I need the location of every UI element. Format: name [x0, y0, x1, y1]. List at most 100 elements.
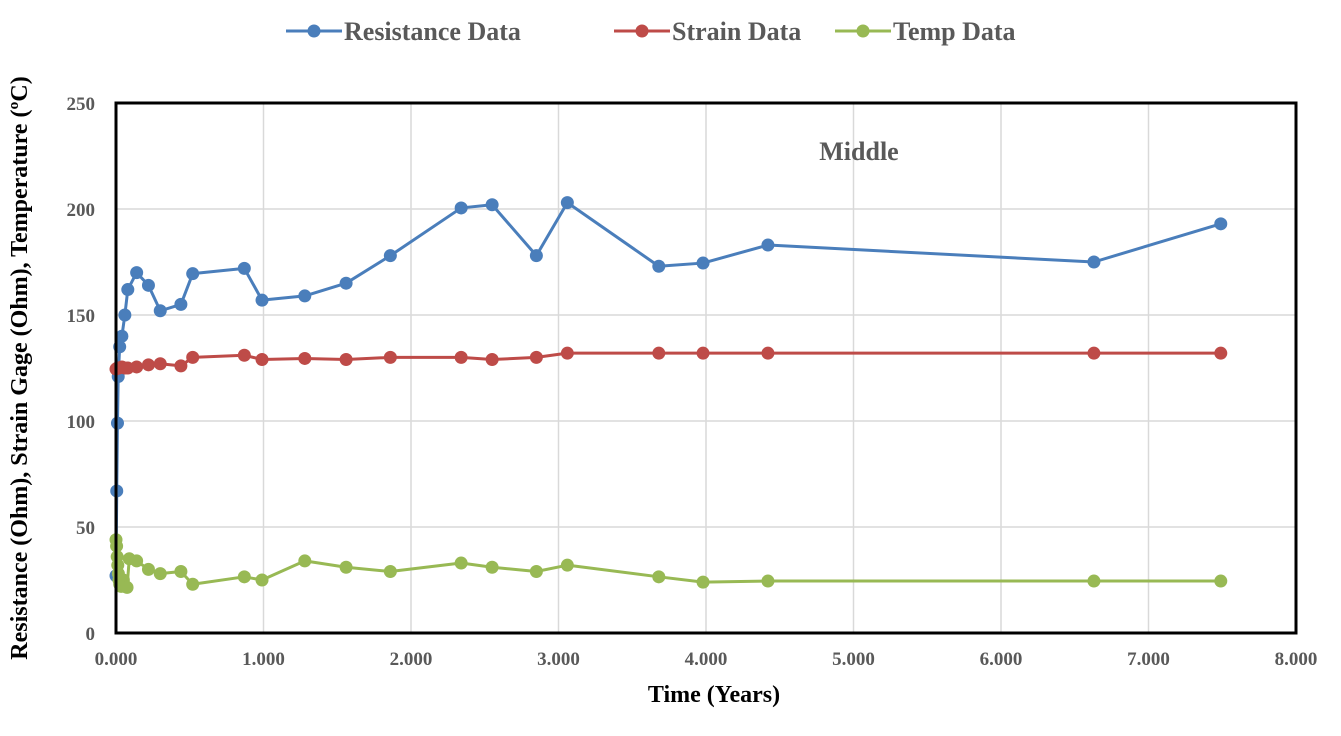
data-point — [485, 560, 499, 574]
data-point — [130, 360, 144, 374]
data-point — [560, 196, 574, 210]
series-strain-data — [109, 346, 1228, 376]
series-line — [114, 201, 1222, 576]
data-point — [652, 259, 666, 273]
data-point — [560, 346, 574, 360]
y-axis-ticks: 0 50 100 150 200 250 — [67, 94, 96, 645]
data-point — [339, 353, 353, 367]
data-point — [298, 289, 312, 303]
x-axis-ticks: 0.000 1.000 2.000 3.000 4.000 5.000 6.000 7.000… — [95, 649, 1318, 670]
data-point — [560, 558, 574, 572]
x-tick-label: 7.000 — [1127, 649, 1170, 670]
y-tick-label: 50 — [76, 518, 95, 539]
data-point — [383, 565, 397, 579]
series-temp-data — [109, 533, 1228, 594]
data-point — [529, 249, 543, 263]
data-point — [529, 350, 543, 364]
data-point — [1087, 346, 1101, 360]
data-point — [1087, 574, 1101, 588]
data-point — [454, 201, 468, 215]
data-point — [339, 276, 353, 290]
data-point — [454, 350, 468, 364]
legend: Resistance Data Strain Data Temp Data — [286, 17, 1016, 46]
data-point — [1214, 217, 1228, 231]
data-point — [153, 304, 167, 318]
data-point — [237, 348, 251, 362]
data-point — [298, 351, 312, 365]
x-tick-label: 8.000 — [1275, 649, 1318, 670]
legend-entry: Strain Data — [614, 17, 801, 46]
legend-swatch-marker — [635, 24, 649, 38]
data-point — [761, 346, 775, 360]
series-resistance-data — [109, 196, 1228, 583]
x-tick-label: 1.000 — [242, 649, 285, 670]
data-point — [696, 256, 710, 270]
chart-annotation: Middle — [819, 137, 898, 166]
data-point — [153, 357, 167, 371]
data-point — [115, 329, 129, 343]
data-point — [1214, 574, 1228, 588]
data-point — [120, 580, 134, 594]
y-axis-title: Resistance (Ohm), Strain Gage (Ohm), Tem… — [7, 76, 33, 659]
data-point — [485, 353, 499, 367]
data-point — [130, 266, 144, 280]
y-tick-label: 250 — [67, 94, 96, 115]
data-point — [186, 267, 200, 281]
legend-entry: Temp Data — [835, 17, 1016, 46]
data-point — [121, 283, 135, 297]
y-tick-label: 0 — [86, 624, 96, 645]
data-point — [186, 577, 200, 591]
data-point — [118, 308, 132, 322]
data-point — [383, 249, 397, 263]
x-tick-label: 3.000 — [537, 649, 580, 670]
data-point — [696, 575, 710, 589]
data-point — [529, 565, 543, 579]
data-point — [174, 565, 188, 579]
data-point — [485, 198, 499, 212]
data-point — [383, 350, 397, 364]
legend-label: Strain Data — [672, 17, 801, 46]
data-point — [339, 560, 353, 574]
data-point — [761, 238, 775, 252]
gridlines — [115, 102, 1297, 634]
data-point — [141, 278, 155, 292]
series-line — [115, 351, 1221, 371]
data-point — [237, 261, 251, 275]
x-tick-label: 6.000 — [980, 649, 1023, 670]
data-point — [255, 293, 269, 307]
series-layer — [109, 196, 1228, 594]
data-point — [454, 556, 468, 570]
y-tick-label: 200 — [67, 200, 96, 221]
legend-label: Resistance Data — [344, 17, 521, 46]
legend-entry: Resistance Data — [286, 17, 521, 46]
legend-swatch-marker — [307, 24, 321, 38]
x-tick-label: 2.000 — [390, 649, 433, 670]
x-tick-label: 4.000 — [685, 649, 728, 670]
legend-swatch-marker — [856, 24, 870, 38]
data-point — [255, 353, 269, 367]
y-tick-label: 100 — [67, 412, 96, 433]
x-tick-label: 5.000 — [832, 649, 875, 670]
legend-label: Temp Data — [893, 17, 1016, 46]
data-point — [761, 574, 775, 588]
data-point — [652, 570, 666, 584]
data-point — [130, 554, 144, 568]
plot-area-border — [114, 101, 1298, 635]
data-point — [1087, 255, 1101, 269]
data-point — [153, 567, 167, 581]
data-point — [696, 346, 710, 360]
data-point — [186, 350, 200, 364]
data-point — [1214, 346, 1228, 360]
data-point — [141, 562, 155, 576]
data-point — [174, 297, 188, 311]
data-point — [237, 570, 251, 584]
data-point — [174, 359, 188, 373]
x-tick-label: 0.000 — [95, 649, 138, 670]
data-point — [652, 346, 666, 360]
series-line — [114, 539, 1221, 589]
data-point — [255, 573, 269, 587]
data-point — [141, 358, 155, 372]
data-point — [298, 554, 312, 568]
y-tick-label: 150 — [67, 306, 96, 327]
